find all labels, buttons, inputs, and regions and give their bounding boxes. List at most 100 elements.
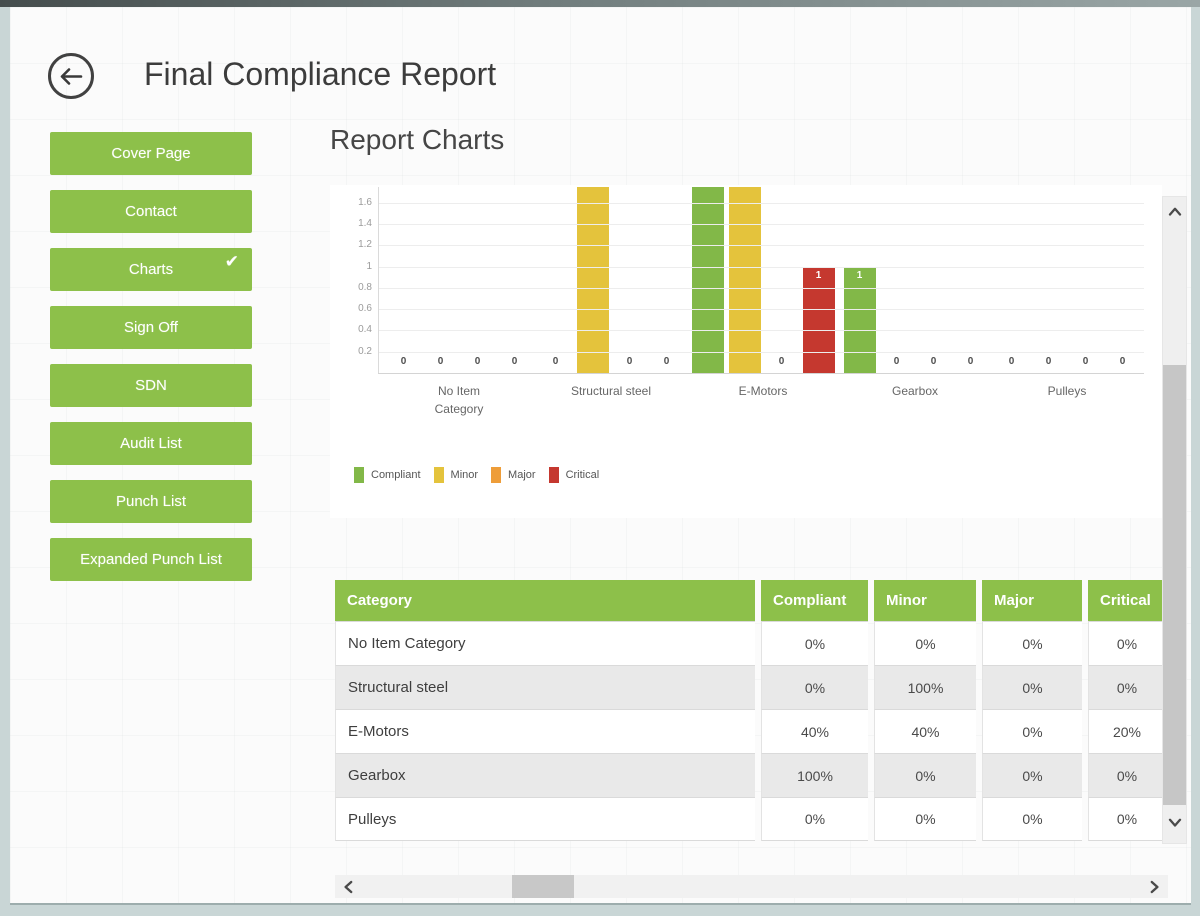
vertical-scrollbar[interactable]: [1162, 196, 1187, 844]
bar-slot: 0: [537, 187, 574, 373]
table-cell-value: 0%: [874, 621, 976, 665]
table-cell-value: 0%: [761, 665, 868, 709]
page-title: Final Compliance Report: [144, 56, 497, 92]
scroll-up-arrow-icon[interactable]: [1163, 207, 1186, 216]
table-cell-value: 0%: [982, 621, 1082, 665]
bar-slot: 0: [422, 187, 459, 373]
horizontal-scrollbar-thumb[interactable]: [512, 875, 574, 898]
legend-label: Major: [508, 469, 536, 481]
bar-value-label: 1: [815, 269, 822, 281]
x-axis-label: Structural steel: [535, 382, 687, 418]
legend-swatch: [548, 467, 559, 483]
table-header-cell-minor: Minor: [874, 580, 976, 621]
x-axis-label-text: E-Motors: [738, 384, 788, 398]
bar-slot: 0: [915, 187, 952, 373]
zero-value-label: 0: [474, 356, 481, 367]
zero-value-label: 0: [778, 356, 785, 367]
zero-value-label: 0: [893, 356, 900, 367]
zero-value-label: 0: [400, 356, 407, 367]
zero-value-label: 0: [437, 356, 444, 367]
zero-value-label: 0: [1082, 356, 1089, 367]
zero-value-label: 0: [1008, 356, 1015, 367]
legend-item-compliant: Compliant: [354, 467, 421, 483]
y-axis-tick-label: 0.6: [358, 303, 372, 315]
sidebar-item-audit-list[interactable]: Audit List: [50, 422, 252, 465]
table-cell-value: 0%: [761, 621, 868, 665]
table-cell-value: 0%: [1088, 797, 1166, 841]
sidebar-item-sign-off[interactable]: Sign Off: [50, 306, 252, 349]
bar-slot: 0: [648, 187, 685, 373]
legend-label: Critical: [565, 469, 600, 481]
table-header-cell-critical: Critical: [1088, 580, 1166, 621]
table-cell-category: E-Motors: [335, 709, 755, 753]
window-top-edge: [0, 0, 1200, 7]
horizontal-scrollbar[interactable]: [335, 875, 1168, 898]
scroll-right-arrow-icon[interactable]: [1150, 880, 1159, 894]
table-row-gearbox: Gearbox 100% 0% 0% 0%: [335, 753, 1166, 797]
y-axis-tick-label: 1.4: [358, 218, 372, 230]
bar-slot: 0: [611, 187, 648, 373]
x-axis-label: No Item Category: [383, 382, 535, 418]
zero-value-label: 0: [930, 356, 937, 367]
zero-value-label: 0: [1045, 356, 1052, 367]
sidebar-item-expanded-punch-list[interactable]: Expanded Punch List: [50, 538, 252, 581]
sidebar-item-cover-page[interactable]: Cover Page: [50, 132, 252, 175]
bar-slot: [574, 187, 611, 373]
table-cell-value: 0%: [1088, 621, 1166, 665]
compliance-table: Category Compliant Minor Major Critical No It…: [335, 580, 1166, 841]
report-charts-heading: Report Charts: [330, 124, 505, 155]
x-axis-labels: No Item Category Structural steel E-Motors…: [383, 382, 1143, 418]
sidebar-item-sdn[interactable]: SDN: [50, 364, 252, 407]
legend-swatch: [354, 467, 364, 483]
sidebar-item-contact[interactable]: Contact: [50, 190, 252, 233]
bar-slot: [689, 187, 726, 373]
table-cell-value: 0%: [982, 753, 1082, 797]
bar-slot: 0: [385, 187, 422, 373]
table-cell-value: 0%: [982, 665, 1082, 709]
sidebar-item-label: Audit List: [120, 435, 182, 452]
x-axis-label-text: Pulleys: [1047, 384, 1087, 398]
y-axis-tick-label: 1: [366, 260, 372, 272]
table-header-cell-category: Category: [335, 580, 755, 621]
bar-slot: 0: [763, 187, 800, 373]
sidebar-item-charts[interactable]: Charts ✔: [50, 248, 252, 291]
table-header-cell-major: Major: [982, 580, 1082, 621]
zero-value-label: 0: [663, 356, 670, 367]
bar-slot: 0: [993, 187, 1030, 373]
sidebar-item-punch-list[interactable]: Punch List: [50, 480, 252, 523]
bar-group-pulleys: 0 0 0 0: [991, 187, 1143, 373]
legend-label: Compliant: [371, 469, 421, 481]
bar-slot: 0: [459, 187, 496, 373]
bar-slot: 0: [1104, 187, 1141, 373]
vertical-scrollbar-thumb[interactable]: [1163, 365, 1186, 805]
scroll-left-arrow-icon[interactable]: [344, 880, 353, 894]
back-button[interactable]: [48, 53, 94, 99]
y-axis-tick-label: 0.2: [358, 345, 372, 357]
legend-item-minor: Minor: [433, 467, 479, 483]
table-cell-value: 0%: [982, 709, 1082, 753]
legend-label: Minor: [450, 469, 479, 481]
bar-slot: 1: [800, 187, 837, 373]
table-cell-value: 0%: [761, 797, 868, 841]
table-cell-value: 40%: [874, 709, 976, 753]
table-cell-value: 40%: [761, 709, 868, 753]
y-axis-tick-label: 0.8: [358, 281, 372, 293]
zero-value-label: 0: [967, 356, 974, 367]
bar-slot: 0: [952, 187, 989, 373]
bar-group-structural-steel: 0 0 0: [535, 187, 687, 373]
bar-slot: 0: [1030, 187, 1067, 373]
sidebar-item-label: Contact: [125, 203, 177, 220]
chart-legend: Compliant Minor Major Critical: [354, 467, 599, 483]
chart-bar-minor: [728, 187, 761, 373]
y-axis-tick-label: 1.2: [358, 239, 372, 251]
gridline: [379, 224, 1144, 226]
check-icon: ✔: [224, 252, 239, 271]
zero-value-label: 0: [511, 356, 518, 367]
scroll-down-arrow-icon[interactable]: [1163, 818, 1186, 827]
table-cell-category: No Item Category: [335, 621, 755, 665]
gridline: [379, 245, 1144, 247]
